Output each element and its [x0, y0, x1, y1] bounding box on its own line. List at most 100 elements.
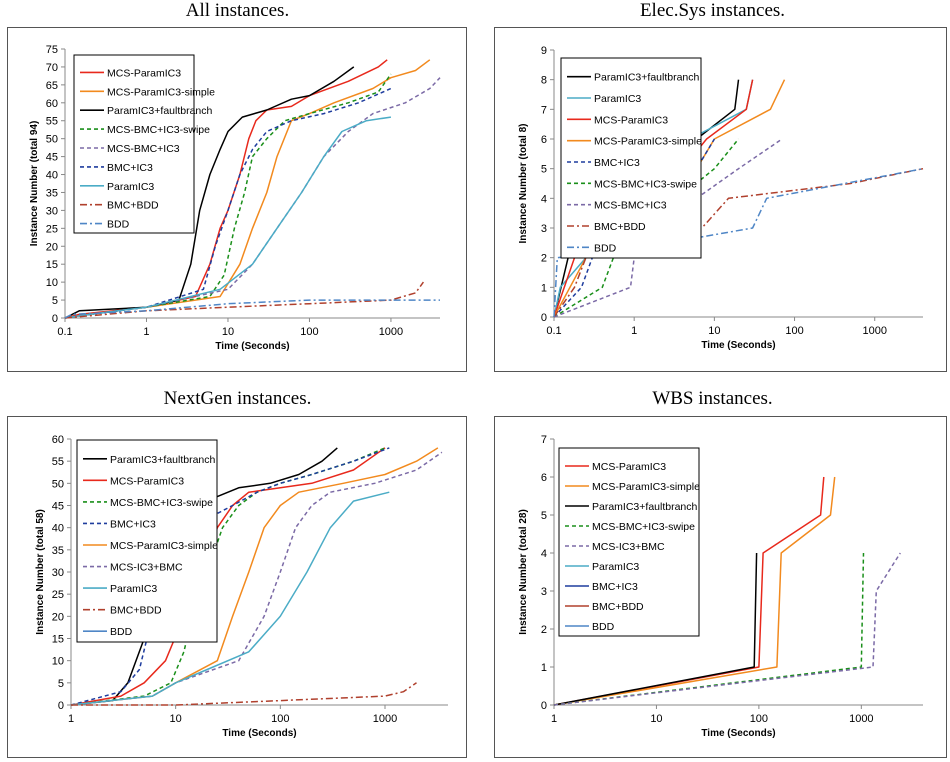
legend-label: MCS-ParamIC3-simple: [110, 540, 218, 552]
legend-label: MCS-BMC+IC3-swipe: [107, 124, 210, 136]
series-line: [64, 87, 392, 319]
y-axis-label: Instance Number (total 58): [35, 509, 46, 635]
y-tick-label: 35: [46, 187, 58, 199]
legend-label: MCS-BMC+IC3: [107, 143, 180, 155]
legend-label: ParamIC3+faultbranch: [110, 454, 216, 466]
chart-title: NextGen instances.: [163, 388, 312, 409]
legend-label: BMC+BDD: [107, 200, 159, 212]
y-tick-label: 55: [46, 116, 58, 128]
series-line: [70, 447, 386, 706]
x-tick-label: 1000: [862, 325, 886, 337]
y-tick-label: 8: [541, 75, 547, 87]
series-line: [71, 682, 417, 706]
y-tick-label: 6: [541, 134, 547, 146]
y-tick-label: 45: [52, 501, 64, 513]
legend-label: MCS-IC3+BMC: [110, 562, 183, 574]
y-axis-label: Instance Number (total 8): [518, 123, 529, 243]
x-tick-label: 1: [143, 326, 149, 338]
y-tick-label: 3: [541, 586, 547, 598]
x-axis-label: Time (Seconds): [215, 341, 289, 352]
legend-box: [76, 439, 218, 643]
chart-panel-all: All instances. 0 5 10 15 20 25 30 35 40 45 50 55 60 6…: [0, 0, 475, 381]
legend-label: ParamIC3: [594, 93, 641, 105]
y-tick-label: 25: [52, 589, 64, 601]
y-axis-label: Instance Number (total 28): [518, 509, 529, 635]
legend-label: ParamIC3+faultbranch: [594, 72, 700, 84]
x-tick-label: 100: [785, 325, 803, 337]
legend-label: BDD: [110, 626, 133, 638]
chart-panel-elecsys: Elec.Sys instances. 0 1 2 3 4 5 6 7 8 9 0.1 1 10 100 1…: [475, 0, 950, 381]
chart-panel-nextgen: NextGen instances. 0 5 10 15 20 25 30 35 40 45 50 5…: [0, 388, 475, 762]
x-tick-label: 1000: [379, 326, 403, 338]
x-tick-label: 1: [68, 713, 74, 725]
x-tick-label: 100: [271, 713, 289, 725]
legend-label: ParamIC3+faultbranch: [592, 501, 698, 513]
series-line: [64, 281, 425, 319]
series-line: [553, 138, 783, 318]
y-tick-label: 30: [46, 205, 58, 217]
x-tick-label: 1000: [849, 713, 873, 725]
y-tick-label: 40: [46, 170, 58, 182]
legend-label: MCS-BMC+IC3-swipe: [594, 178, 697, 190]
series-line: [553, 552, 758, 706]
legend-label: MCS-IC3+BMC: [592, 541, 665, 553]
series-line: [553, 167, 924, 318]
legend-label: MCS-ParamIC3: [592, 461, 666, 473]
chart-panel-wbs: WBS instances. 0 1 2 3 4 5 6 7 1 10 100 1000 Time (S…: [475, 388, 950, 762]
y-tick-label: 1: [541, 662, 547, 674]
y-tick-label: 0: [52, 313, 58, 325]
legend-label: BMC+BDD: [110, 605, 162, 617]
x-tick-label: 100: [300, 326, 318, 338]
y-tick-label: 0: [541, 312, 547, 324]
y-tick-label: 4: [541, 193, 547, 205]
x-tick-label: 10: [650, 713, 662, 725]
y-tick-label: 20: [52, 611, 64, 623]
legend-label: BDD: [592, 621, 615, 633]
legend-label: BMC+BDD: [594, 221, 646, 233]
y-tick-label: 3: [541, 223, 547, 235]
x-axis-label: Time (Seconds): [701, 340, 775, 351]
chart-title: Elec.Sys instances.: [639, 0, 786, 21]
y-tick-label: 5: [52, 295, 58, 307]
y-tick-label: 0: [58, 700, 64, 712]
x-tick-label: 1: [551, 713, 557, 725]
y-tick-label: 0: [541, 700, 547, 712]
series-line: [553, 552, 865, 706]
x-tick-label: 0.1: [57, 326, 72, 338]
series-line: [553, 552, 901, 706]
y-tick-label: 40: [52, 523, 64, 535]
series-line: [70, 451, 443, 706]
x-axis-label: Time (Seconds): [222, 728, 296, 739]
series-line: [64, 299, 440, 319]
legend-label: MCS-ParamIC3: [594, 114, 668, 126]
y-tick-label: 2: [541, 624, 547, 636]
y-tick-label: 5: [541, 164, 547, 176]
legend-box: [73, 54, 195, 234]
legend-label: MCS-BMC+IC3-swipe: [592, 521, 695, 533]
legend-label: ParamIC3: [107, 181, 154, 193]
y-tick-label: 50: [52, 478, 64, 490]
series-line: [553, 476, 836, 706]
y-tick-label: 15: [52, 634, 64, 646]
y-tick-label: 60: [46, 98, 58, 110]
x-axis-label: Time (Seconds): [701, 728, 775, 739]
y-tick-label: 7: [541, 104, 547, 116]
y-tick-label: 25: [46, 223, 58, 235]
x-tick-label: 10: [170, 713, 182, 725]
y-tick-label: 1: [541, 282, 547, 294]
y-tick-label: 5: [541, 510, 547, 522]
legend-label: ParamIC3+faultbranch: [107, 105, 213, 117]
y-tick-label: 9: [541, 45, 547, 57]
legend-label: MCS-BMC+IC3-swipe: [110, 497, 213, 509]
y-axis-label: Instance Number (total 94): [29, 121, 40, 247]
x-tick-label: 100: [750, 713, 768, 725]
legend-label: BDD: [107, 219, 130, 231]
legend-label: MCS-ParamIC3: [110, 475, 184, 487]
legend-label: MCS-ParamIC3-simple: [107, 86, 215, 98]
y-tick-label: 70: [46, 62, 58, 74]
legend-label: MCS-ParamIC3: [107, 67, 181, 79]
legend-label: BMC+IC3: [107, 162, 153, 174]
legend-label: ParamIC3: [110, 583, 157, 595]
chart-title: All instances.: [185, 0, 290, 21]
